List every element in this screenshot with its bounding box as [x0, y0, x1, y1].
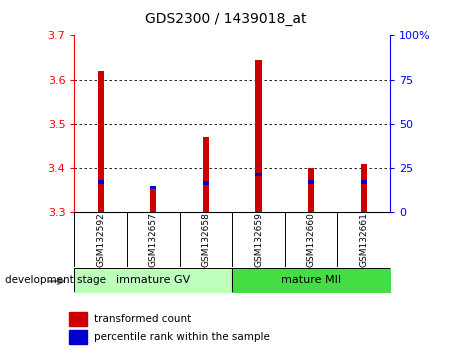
Bar: [361, 180, 367, 184]
Bar: [255, 173, 262, 176]
Text: GSM132657: GSM132657: [149, 212, 158, 267]
Bar: [308, 168, 314, 212]
Text: development stage: development stage: [5, 275, 106, 285]
Bar: [97, 180, 104, 184]
Bar: [308, 180, 314, 184]
Text: immature GV: immature GV: [116, 275, 190, 285]
Bar: [97, 71, 104, 212]
Bar: [69, 330, 87, 344]
Bar: [69, 312, 87, 326]
Text: GDS2300 / 1439018_at: GDS2300 / 1439018_at: [145, 12, 306, 27]
Text: percentile rank within the sample: percentile rank within the sample: [94, 332, 270, 342]
Text: GSM132661: GSM132661: [359, 212, 368, 267]
Text: GSM132660: GSM132660: [307, 212, 316, 267]
Bar: [203, 182, 209, 185]
Text: GSM132658: GSM132658: [202, 212, 211, 267]
Bar: [361, 164, 367, 212]
Text: transformed count: transformed count: [94, 314, 192, 324]
Bar: [203, 137, 209, 212]
Text: mature MII: mature MII: [281, 275, 341, 285]
Text: GSM132592: GSM132592: [96, 212, 105, 267]
Text: GSM132659: GSM132659: [254, 212, 263, 267]
Bar: [255, 60, 262, 212]
Bar: [150, 188, 156, 212]
Bar: [150, 186, 156, 189]
